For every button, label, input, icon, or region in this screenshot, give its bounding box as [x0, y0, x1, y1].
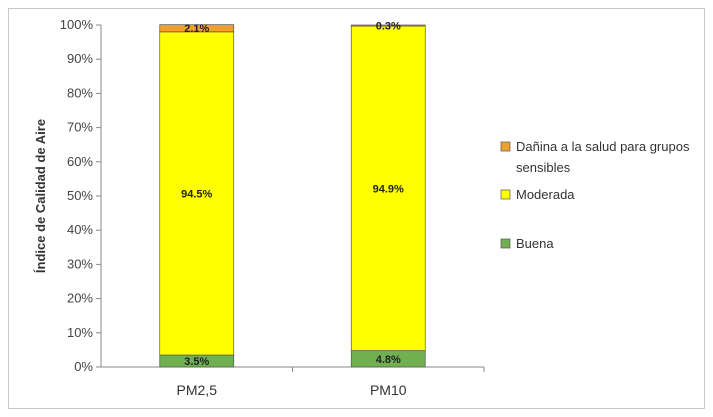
y-tick-label: 50% [67, 188, 93, 203]
legend-label: Dañina a la salud para grupos [516, 139, 690, 154]
data-label: 94.9% [373, 183, 404, 195]
legend-swatch [500, 141, 511, 152]
y-tick-label: 60% [67, 154, 93, 169]
y-tick-label: 10% [67, 325, 93, 340]
bar-segment-dañina [350, 24, 426, 27]
y-tick-label: 30% [67, 256, 93, 271]
y-tick-label: 20% [67, 291, 93, 306]
y-tick-label: 40% [67, 222, 93, 237]
y-tick-label: 0% [74, 359, 93, 374]
y-axis-title: Índice de Calidad de Aire [33, 119, 48, 273]
data-label: 4.8% [376, 354, 401, 366]
y-tick-label: 90% [67, 51, 93, 66]
x-category-label: PM2,5 [177, 382, 218, 398]
legend-swatch [500, 238, 511, 249]
legend-swatch [500, 189, 511, 200]
y-tick-label: 80% [67, 85, 93, 100]
data-label: 0.3% [376, 21, 401, 33]
bar-segment-moderada [159, 31, 235, 356]
bar-segment-dañina [159, 24, 235, 33]
stacked-bar-chart: 0% 10% 20% 30% 40% 50% 60% 70% 80% 90% 100% Índice … [33, 17, 690, 398]
legend-label: Moderada [516, 187, 575, 202]
legend-label: Buena [516, 236, 554, 251]
bar-segment-moderada [350, 25, 426, 351]
y-tick-label: 100% [60, 17, 94, 32]
chart-frame: 0% 10% 20% 30% 40% 50% 60% 70% 80% 90% 100% Índice … [8, 8, 705, 409]
y-tick-label: 70% [67, 120, 93, 135]
legend-label: sensibles [516, 160, 571, 175]
x-category-label: PM10 [370, 382, 407, 398]
data-label: 3.5% [184, 356, 209, 368]
data-label: 2.1% [184, 23, 209, 35]
data-label: 94.5% [181, 188, 212, 200]
